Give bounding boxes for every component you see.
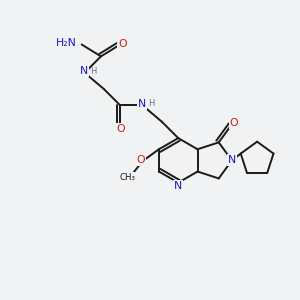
Text: O: O xyxy=(137,155,146,165)
Text: N: N xyxy=(174,181,182,191)
Text: N: N xyxy=(228,155,237,165)
Text: N: N xyxy=(80,66,88,76)
Text: N: N xyxy=(138,99,146,109)
Text: O: O xyxy=(230,118,238,128)
Text: O: O xyxy=(117,124,125,134)
Text: H₂N: H₂N xyxy=(56,38,77,48)
Text: H: H xyxy=(148,99,154,108)
Text: CH₃: CH₃ xyxy=(120,173,136,182)
Text: H: H xyxy=(90,67,96,76)
Text: O: O xyxy=(118,39,127,49)
